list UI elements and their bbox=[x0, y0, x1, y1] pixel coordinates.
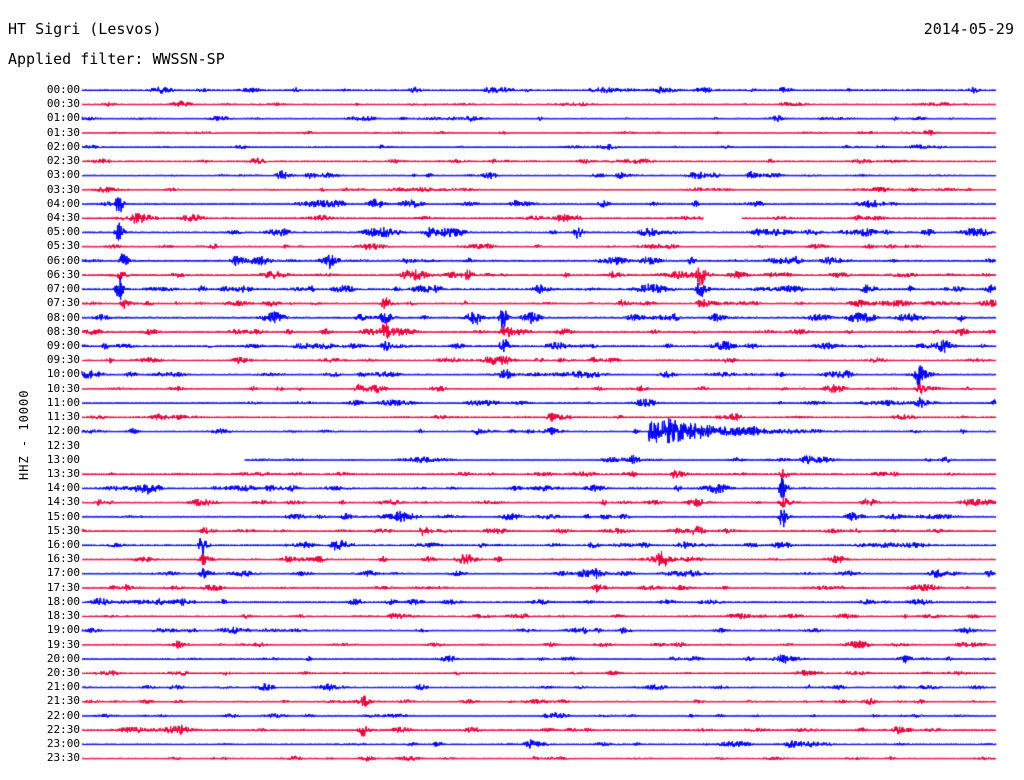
seismogram-trace-canvas bbox=[0, 0, 1024, 780]
helicorder-page: HT Sigri (Lesvos) 2014-05-29 Applied fil… bbox=[0, 0, 1024, 780]
